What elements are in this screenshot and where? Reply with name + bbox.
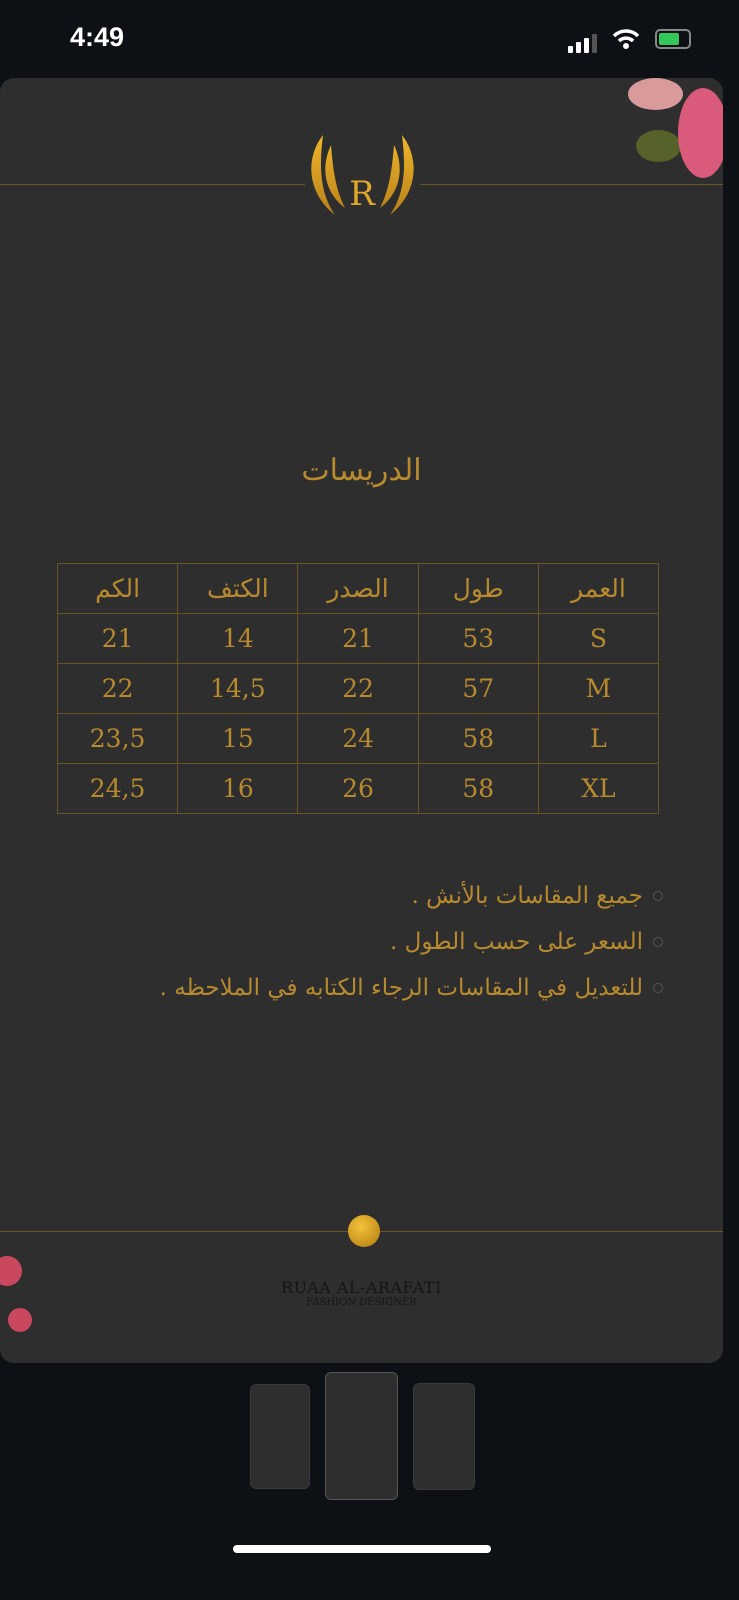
header-cell: الكم (56, 563, 179, 614)
header-cell: الصدر (297, 563, 419, 614)
flower-decoration (8, 1308, 32, 1332)
size-table: العمر طول الصدر الكتف الكم S 53 21 14 21 M 57… (56, 563, 660, 814)
brand-name: RUAA AL-ARAFATI (281, 1278, 442, 1297)
brand-subtitle: FASHION DESIGNER (306, 1297, 417, 1308)
cell: S (537, 613, 660, 664)
cell: XL (537, 763, 660, 814)
brand: RUAA AL-ARAFATI FASHION DESIGNER (0, 1278, 723, 1308)
gold-dot-icon (348, 1215, 380, 1247)
cell: M (537, 663, 660, 714)
cell: 57 (417, 663, 539, 714)
cell: 58 (417, 763, 539, 814)
svg-text:R: R (349, 174, 376, 214)
signal-icon (568, 34, 597, 53)
cell: 21 (297, 613, 419, 664)
table-row: XL 58 26 16 24,5 (56, 763, 660, 814)
status-bar: 4:49 (0, 0, 739, 78)
cell: 14 (177, 613, 299, 664)
note-text: للتعديل في المقاسات الرجاء الكتابه في ال… (159, 975, 643, 1001)
cell: 26 (297, 763, 419, 814)
cell: 22 (56, 663, 179, 714)
table-row: L 58 24 15 23,5 (56, 713, 660, 764)
clock: 4:49 (70, 22, 125, 52)
header-cell: العمر (537, 563, 660, 614)
table-header-row: العمر طول الصدر الكتف الكم (56, 563, 660, 614)
notes-list: جميع المقاسات بالأنش . السعر على حسب الط… (160, 873, 663, 1011)
home-indicator[interactable] (233, 1545, 491, 1553)
table-row: M 57 22 14,5 22 (56, 663, 660, 714)
cell: 22 (297, 663, 419, 714)
battery-charging-icon (655, 29, 691, 49)
thumbnail-3[interactable] (413, 1383, 475, 1490)
thumbnail-2[interactable] (325, 1372, 398, 1500)
flower-decoration (0, 1256, 22, 1286)
cell: 24 (297, 713, 419, 764)
cell: 21 (56, 613, 179, 664)
page-title: الدريسات (301, 453, 422, 488)
cell: 16 (177, 763, 299, 814)
divider (420, 184, 723, 185)
bullet-icon (653, 983, 663, 993)
cell: L (537, 713, 660, 764)
list-item: للتعديل في المقاسات الرجاء الكتابه في ال… (160, 965, 663, 1011)
cell: 53 (417, 613, 539, 664)
bullet-icon (653, 937, 663, 947)
cell: 14,5 (177, 663, 299, 714)
cell: 23,5 (56, 713, 179, 764)
list-item: السعر على حسب الطول . (160, 919, 663, 965)
bullet-icon (653, 891, 663, 901)
wings-logo-icon: R (311, 135, 414, 215)
cell: 15 (177, 713, 299, 764)
thumbnail-1[interactable] (250, 1384, 310, 1489)
note-text: السعر على حسب الطول . (390, 929, 643, 955)
list-item: جميع المقاسات بالأنش . (160, 873, 663, 919)
divider (0, 184, 305, 185)
table-row: S 53 21 14 21 (56, 613, 660, 664)
wifi-icon (612, 29, 640, 49)
cell: 24,5 (56, 763, 179, 814)
header-cell: طول (417, 563, 539, 614)
note-text: جميع المقاسات بالأنش . (411, 883, 643, 909)
cell: 58 (417, 713, 539, 764)
header-cell: الكتف (177, 563, 299, 614)
flower-decoration (628, 78, 723, 198)
